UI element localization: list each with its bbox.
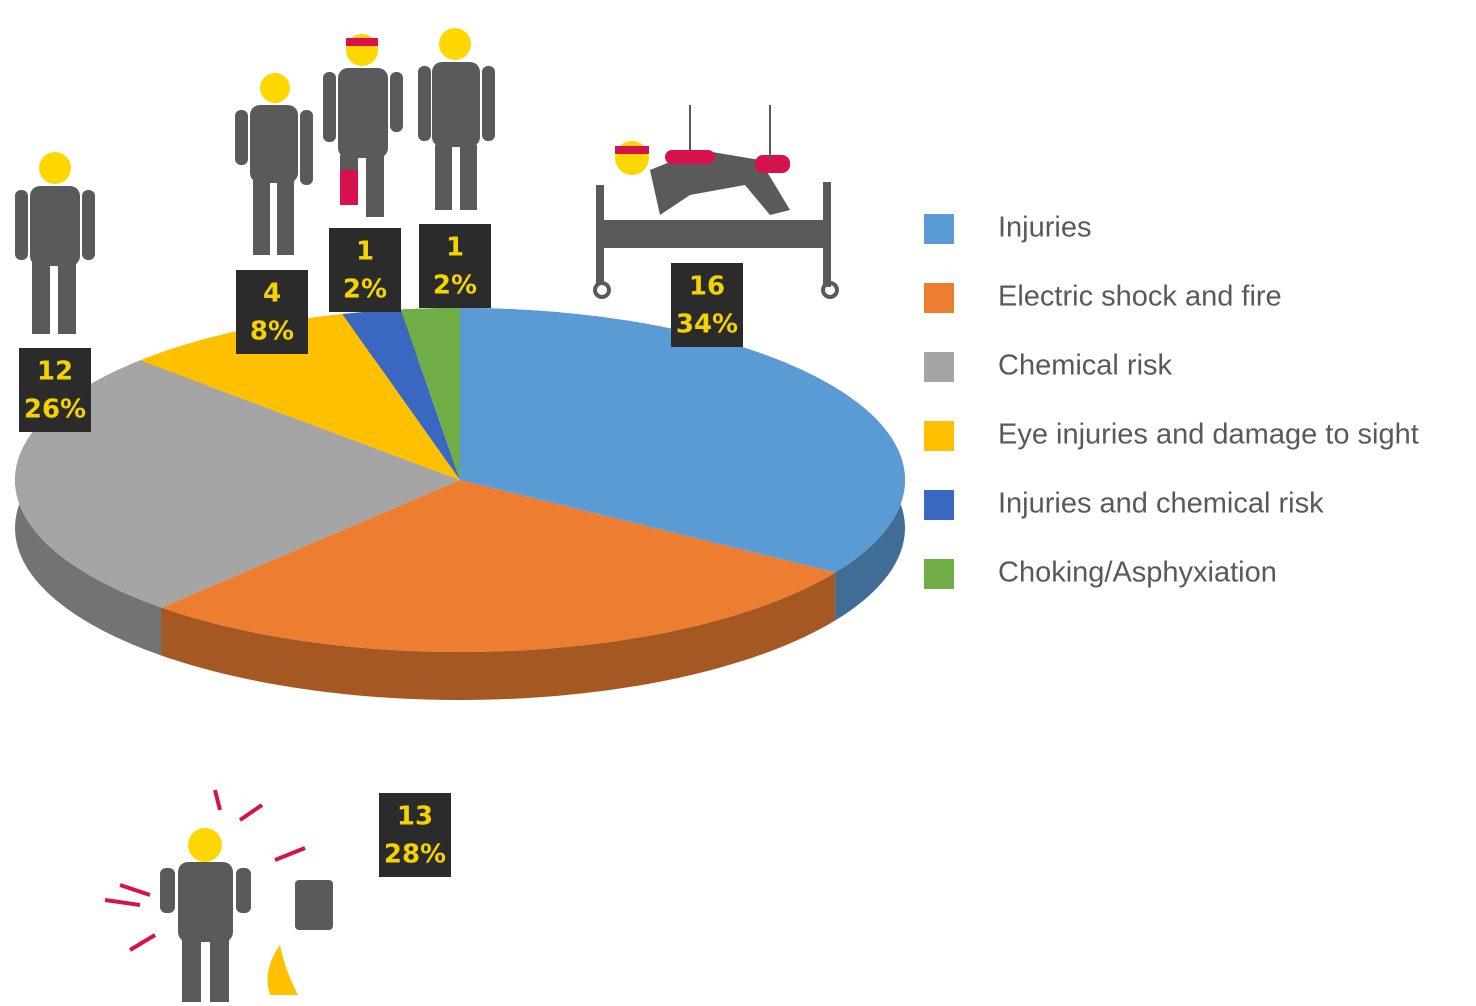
legend-swatch [924, 490, 954, 520]
percent-label: 2% [343, 275, 387, 305]
value-label: 4 [263, 279, 281, 309]
value-label: 13 [397, 802, 433, 832]
value-label: 1 [446, 233, 464, 263]
percent-label: 28% [384, 840, 446, 870]
legend: Injuries Electric shock and fire Chemical … [924, 212, 1419, 589]
legend-swatch [924, 283, 954, 313]
value-label: 1 [356, 237, 374, 267]
legend-swatch [924, 352, 954, 382]
percent-label: 8% [250, 317, 294, 347]
percent-label: 34% [676, 310, 738, 340]
percent-label: 2% [433, 271, 477, 301]
legend-label: Injuries and chemical risk [998, 488, 1324, 520]
legend-label: Electric shock and fire [998, 281, 1282, 313]
pie [15, 308, 905, 700]
legend-label: Chemical risk [998, 350, 1173, 382]
legend-label: Choking/Asphyxiation [998, 557, 1277, 589]
legend-swatch [924, 214, 954, 244]
chart: 16 34% 13 28% 12 26% 4 8% 1 2% 1 2% Injuries Electri… [0, 0, 1476, 1006]
percent-label: 26% [24, 395, 86, 425]
legend-swatch [924, 559, 954, 589]
legend-label: Eye injuries and damage to sight [998, 419, 1419, 451]
value-label: 12 [37, 357, 73, 387]
value-label: 16 [689, 272, 725, 302]
legend-swatch [924, 421, 954, 451]
legend-label: Injuries [998, 212, 1092, 244]
